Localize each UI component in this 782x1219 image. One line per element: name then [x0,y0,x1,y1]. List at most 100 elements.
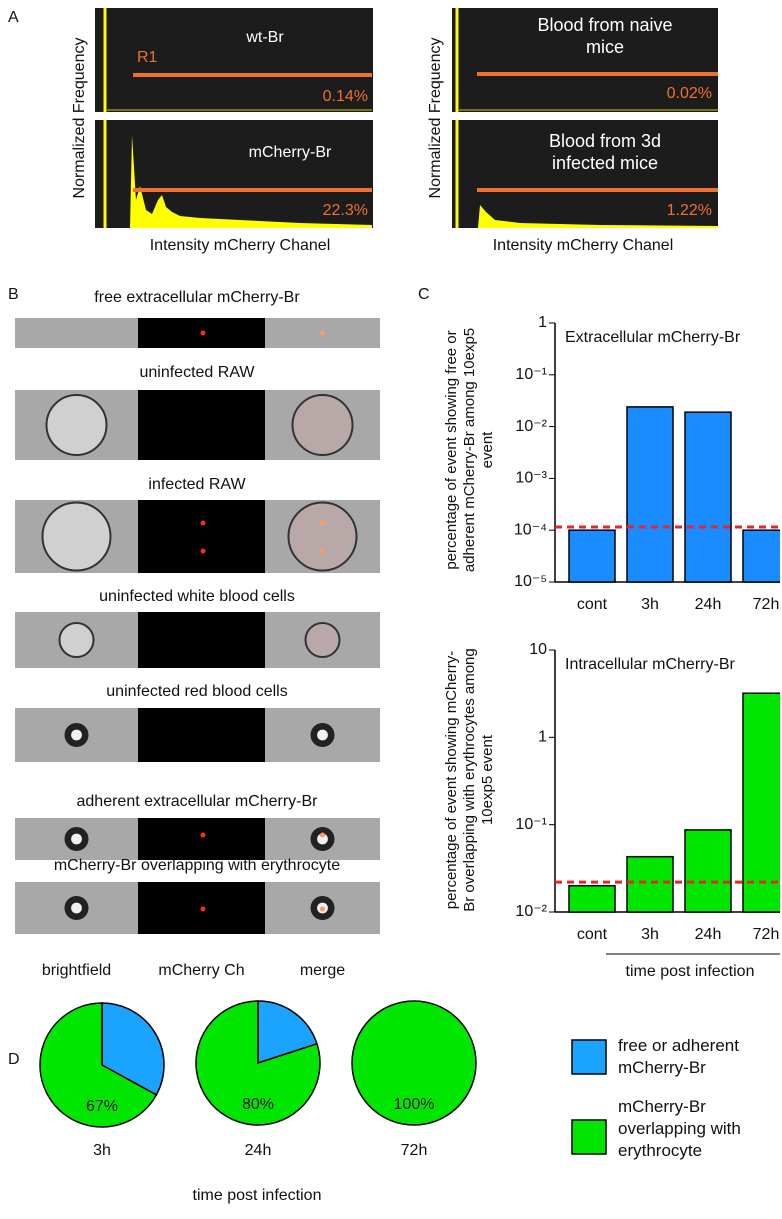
histogram-label: Blood from naive mice [537,15,673,57]
y-tick-label: 10⁻¹ [515,816,547,833]
y-axis-label: percentage of event showing free or adhe… [443,327,496,573]
x-tick-label: 3h [641,596,659,613]
y-tick-label: 10⁻¹ [515,366,547,383]
fluorescent-spot [200,906,206,912]
x-tick-label: cont [577,926,608,943]
fluorescent-spot [320,906,325,912]
fluorescent-spot [320,520,325,526]
micrograph [138,818,265,860]
y-axis-label: percentage of event showing mCherry-Br o… [443,648,496,912]
micrograph-grid [15,318,380,934]
fluorescent-spot [200,520,206,526]
legend-label: mCherry-Br overlapping with erythrocyte [618,1097,741,1160]
pie-slice [195,1000,321,1126]
micrograph [15,318,138,348]
y-tick-label: 10⁻⁵ [514,573,547,590]
cell-center [71,729,82,741]
pie-slice [101,1002,165,1096]
y-tick-label: 10⁻³ [515,470,547,487]
micrograph [138,612,265,668]
cell-center [317,833,328,845]
bar [626,855,674,913]
x-tick-label: 24h [695,926,722,943]
pie-slice [351,1000,477,1126]
x-tick-label: 3h [641,926,659,943]
row-label: infected RAW [148,476,246,493]
column-label: brightfield [42,962,111,979]
histogram-label: Blood from 3d infected mice [548,131,662,173]
pie-value-label: 100% [394,1096,435,1113]
x-axis-label: Intensity mCherry Chanel [493,237,674,254]
legend-swatch [571,1039,607,1075]
histogram-label: mCherry-Br [249,144,332,161]
column-label: mCherry Ch [158,962,244,979]
x-tick-label: 72h [753,926,780,943]
fluorescent-spot [200,832,206,838]
y-tick-label: 10⁻² [515,903,547,920]
x-tick-label: 72h [753,596,780,613]
pie-label: 24h [245,1142,272,1159]
gate-percent: 22.3% [323,202,368,219]
chart-title: Intracellular mCherry-Br [565,656,735,673]
y-tick-label: 1 [538,314,547,331]
gate-percent: 0.02% [667,85,712,102]
fluorescent-spot [320,330,325,336]
cell [58,622,95,658]
legend-swatch [571,1119,607,1155]
y-tick-label: 10⁻⁴ [514,521,547,538]
y-tick-label: 1 [538,729,547,746]
legend-label: free or adherent mCherry-Br [618,1036,739,1077]
cell-center [71,833,82,845]
pie-value-label: 67% [86,1098,118,1115]
gate-percent: 0.14% [323,88,368,105]
y-tick-label: 10 [529,641,547,658]
bar [684,411,732,583]
histogram-label: wt-Br [245,29,284,46]
panel-letter: A [8,9,19,26]
bar [568,529,616,583]
x-axis-label: time post infection [193,1187,322,1204]
pie-slice [39,1002,158,1128]
bar [742,692,780,913]
chart-title: Extracellular mCherry-Br [565,329,741,346]
fluorescent-spot [200,548,206,554]
bar [684,829,732,913]
panel-letter: D [8,1051,20,1068]
row-label: free extracellular mCherry-Br [94,289,300,306]
micrograph [138,500,265,573]
y-axis-label: Normalized Frequency [427,38,444,199]
pie-value-label: 80% [242,1096,274,1113]
micrograph [138,708,265,762]
pie-label: 3h [93,1142,111,1159]
fluorescent-spot [320,548,325,554]
fluorescent-spot [320,832,325,838]
gate-percent: 1.22% [667,202,712,219]
cell [291,394,354,456]
row-label: uninfected white blood cells [99,588,295,605]
micrograph [138,390,265,460]
cell-center [71,902,82,914]
pie-slice [257,1000,318,1065]
cell [41,501,112,572]
pie-label: 72h [401,1142,428,1159]
row-label: adherent extracellular mCherry-Br [77,793,319,810]
y-axis-label: Normalized Frequency [71,38,88,199]
bar [742,529,780,583]
gate-label: R1 [137,49,158,66]
column-label: merge [300,962,345,979]
x-tick-label: cont [577,596,608,613]
bar [626,406,674,583]
row-label: uninfected RAW [139,364,255,381]
cell [45,394,108,456]
x-axis-label: time post infection [626,963,755,980]
bar [568,884,616,913]
row-label: uninfected red blood cells [106,683,287,700]
x-tick-label: 24h [695,596,722,613]
cell [287,501,358,572]
row-label: mCherry-Br overlapping with erythrocyte [54,857,340,874]
cell [304,622,341,658]
y-tick-label: 10⁻² [515,418,547,435]
histogram-frames [95,8,718,228]
